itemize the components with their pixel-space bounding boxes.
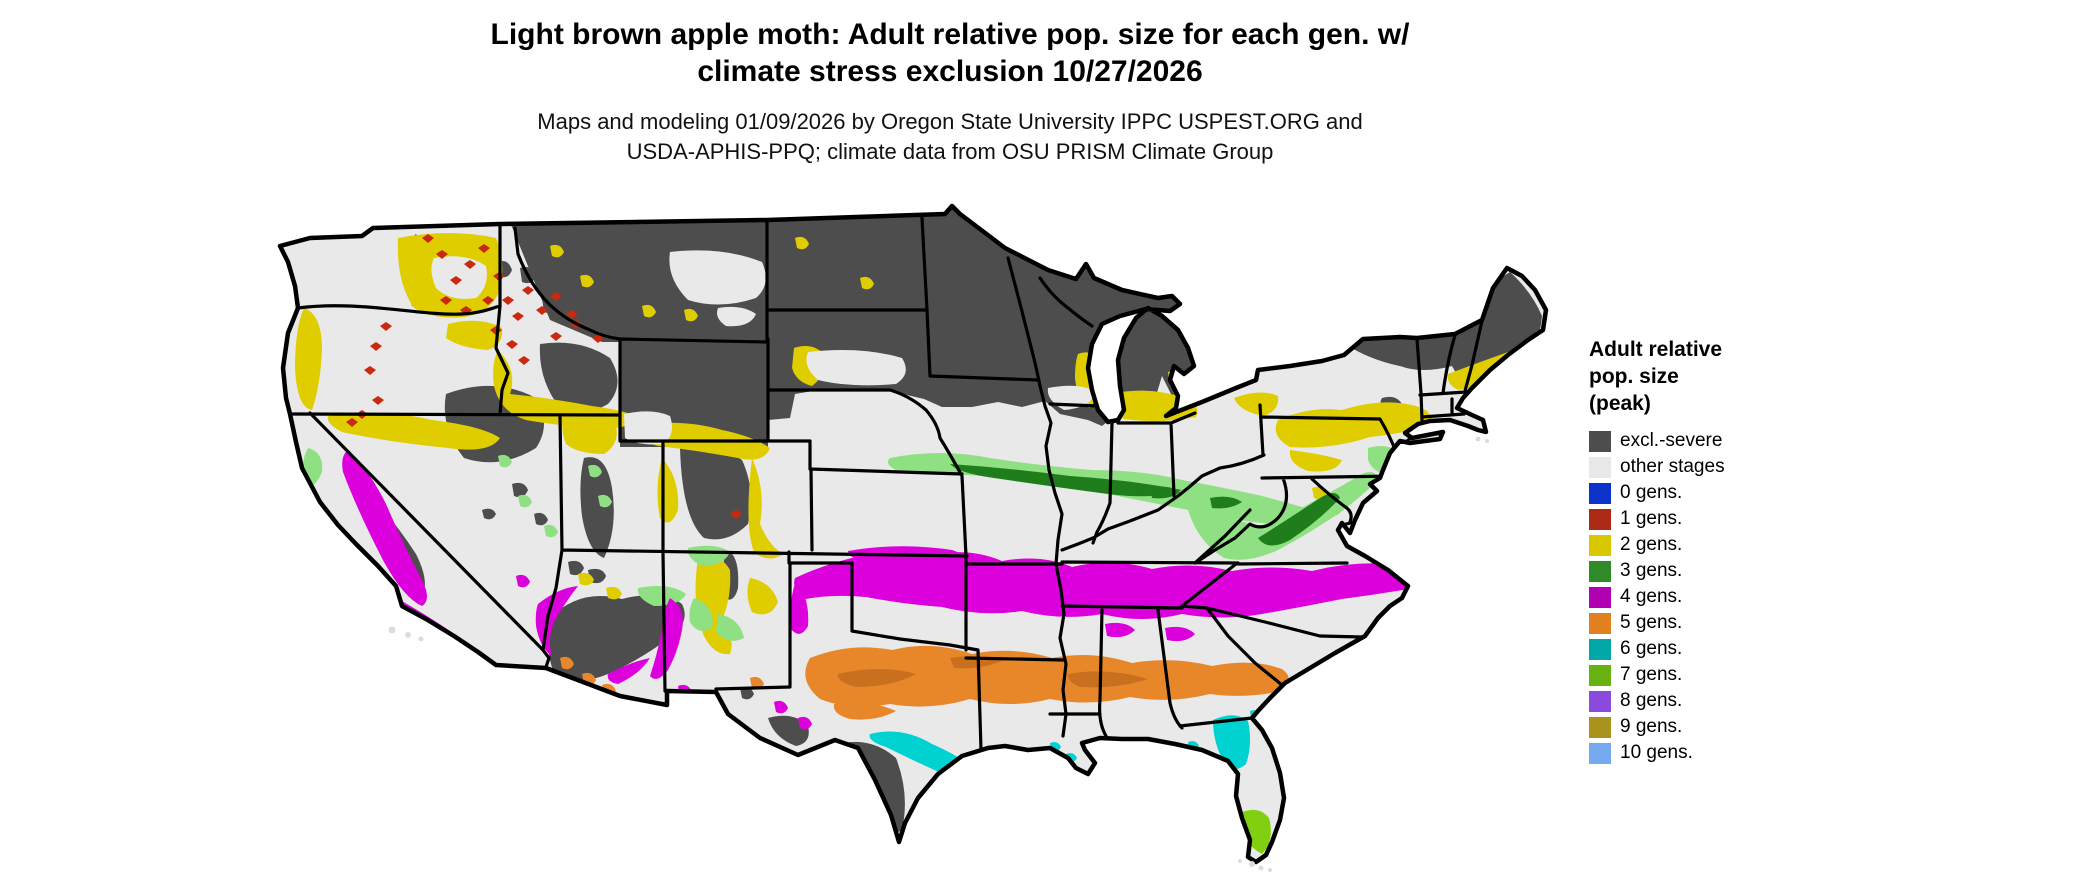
us-choropleth-map (277, 203, 1549, 872)
legend-label: 0 gens. (1620, 482, 1683, 503)
legend-item: 9 gens. (1589, 714, 1809, 740)
legend-item: 3 gens. (1589, 558, 1809, 584)
legend-swatch (1589, 430, 1611, 452)
legend-swatch (1589, 482, 1611, 504)
legend-swatch (1589, 638, 1611, 660)
legend-item: other stages (1589, 454, 1809, 480)
legend-swatch (1589, 560, 1611, 582)
legend-label: 4 gens. (1620, 586, 1683, 607)
chart-title-line-1: Light brown apple moth: Adult relative p… (490, 18, 1410, 51)
legend-items: excl.-severe other stages 0 gens. 1 gens. 2 … (1589, 428, 1809, 766)
legend-item: excl.-severe (1589, 428, 1809, 454)
chart-subtitle-line-2: USDA-APHIS-PPQ; climate data from OSU PR… (626, 139, 1274, 164)
legend-label: excl.-severe (1620, 430, 1723, 451)
legend-swatch (1589, 716, 1611, 738)
legend-item: 7 gens. (1589, 662, 1809, 688)
legend-swatch (1589, 664, 1611, 686)
legend-swatch (1589, 690, 1611, 712)
legend-item: 5 gens. (1589, 610, 1809, 636)
legend-label: 2 gens. (1620, 534, 1683, 555)
title-block: Light brown apple moth: Adult relative p… (0, 16, 1900, 167)
legend-label: 10 gens. (1620, 742, 1693, 763)
legend-label: 9 gens. (1620, 716, 1683, 737)
legend-item: 8 gens. (1589, 688, 1809, 714)
legend-item: 4 gens. (1589, 584, 1809, 610)
legend-label: 3 gens. (1620, 560, 1683, 581)
legend-label: 1 gens. (1620, 508, 1683, 529)
chart-title-line-2: climate stress exclusion 10/27/2026 (697, 55, 1203, 88)
legend-title: Adult relative pop. size (peak) (1589, 336, 1809, 417)
legend-swatch (1589, 534, 1611, 556)
legend-label: 7 gens. (1620, 664, 1683, 685)
legend-title-line-3: (peak) (1589, 392, 1651, 415)
map-layer-4-gens (342, 450, 1444, 730)
legend-item: 2 gens. (1589, 532, 1809, 558)
map-legend: Adult relative pop. size (peak) excl.-se… (1589, 336, 1809, 766)
legend-item: 0 gens. (1589, 480, 1809, 506)
state-borders (284, 216, 1484, 752)
legend-item: 1 gens. (1589, 506, 1809, 532)
legend-item: 10 gens. (1589, 740, 1809, 766)
legend-title-line-1: Adult relative (1589, 338, 1723, 361)
national-outline (277, 203, 1549, 865)
legend-swatch (1589, 586, 1611, 608)
legend-swatch (1589, 508, 1611, 530)
legend-swatch (1589, 742, 1611, 764)
legend-item: 6 gens. (1589, 636, 1809, 662)
legend-label: 8 gens. (1620, 690, 1683, 711)
legend-label: other stages (1620, 456, 1725, 477)
legend-label: 6 gens. (1620, 638, 1683, 659)
chart-subtitle-line-1: Maps and modeling 01/09/2026 by Oregon S… (537, 109, 1363, 134)
legend-swatch (1589, 456, 1611, 478)
map-layer-5-gens-dark (837, 656, 1148, 688)
us-map-container (250, 158, 1560, 892)
legend-label: 5 gens. (1620, 612, 1683, 633)
legend-title-line-2: pop. size (1589, 365, 1679, 388)
legend-swatch (1589, 612, 1611, 634)
offshore-islands (388, 436, 1489, 872)
subtitle-block: Maps and modeling 01/09/2026 by Oregon S… (0, 107, 1900, 167)
